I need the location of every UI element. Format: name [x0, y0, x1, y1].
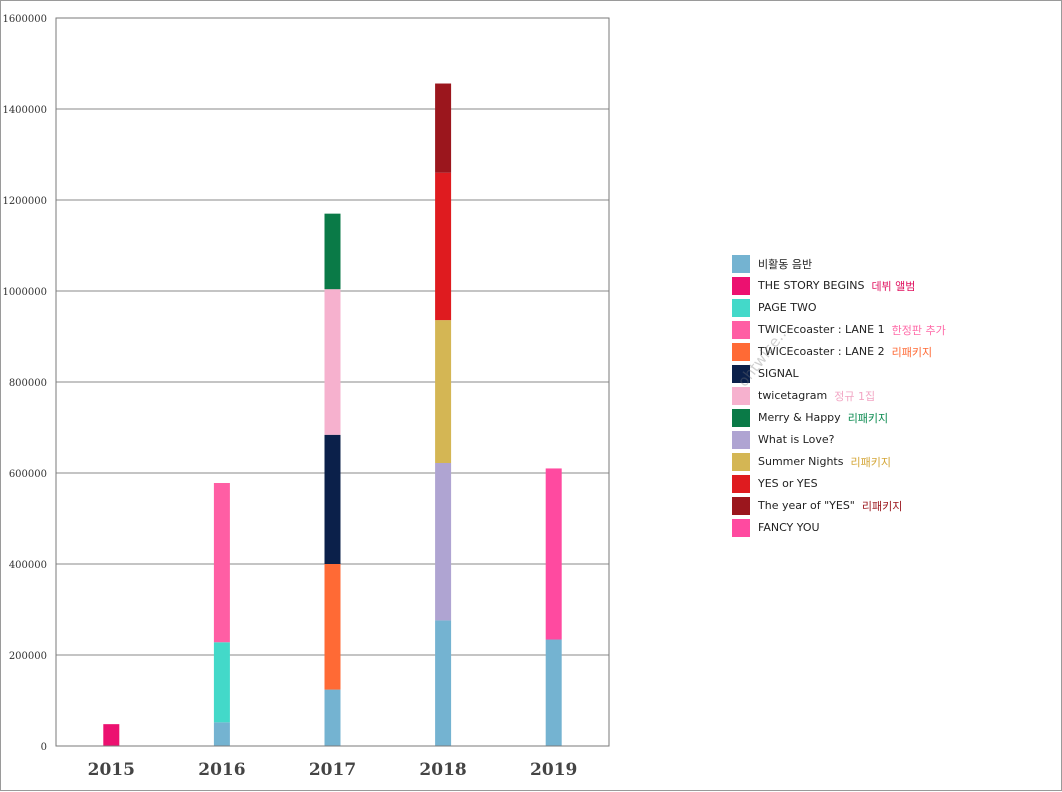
legend-label: 비활동 음반 — [758, 257, 813, 271]
y-tick-label: 1000000 — [2, 287, 47, 298]
legend-swatch — [732, 430, 750, 449]
bar-segment-2017-6[interactable] — [324, 289, 341, 435]
bar-segment-2017-7[interactable] — [324, 213, 341, 290]
x-tick-label: 2018 — [419, 760, 466, 780]
y-tick-label: 400000 — [9, 560, 47, 571]
legend-swatch — [732, 518, 750, 537]
legend-swatch — [732, 386, 750, 405]
legend-note: 리패키지 — [891, 345, 933, 359]
bar-segment-2015-1[interactable] — [103, 724, 120, 746]
legend-note: 데뷔 앨범 — [871, 279, 916, 293]
y-tick-label: 1400000 — [2, 105, 47, 116]
legend-item[interactable]: twicetagram 정규 1집 — [732, 386, 875, 405]
legend-label: SIGNAL — [758, 367, 799, 380]
legend-item[interactable]: TWICEcoaster : LANE 2 리패키지 — [732, 342, 932, 361]
x-tick-label: 2019 — [530, 760, 577, 780]
legend-label: Summer Nights — [758, 455, 844, 468]
plot-border — [55, 17, 610, 747]
legend-swatch — [732, 298, 750, 317]
bar-segment-2019-0[interactable] — [545, 639, 562, 746]
y-tick-label: 0 — [41, 742, 47, 753]
legend-item[interactable]: FANCY YOU — [732, 518, 820, 537]
legend-swatch — [732, 342, 750, 361]
legend-note: 한정판 추가 — [891, 323, 946, 337]
legend-note: 리패키지 — [850, 455, 891, 469]
y-tick-label: 800000 — [9, 378, 47, 389]
bar-segment-2018-0[interactable] — [435, 620, 452, 746]
legend-label: Merry & Happy — [758, 411, 841, 424]
legend-item[interactable]: 비활동 음반 — [732, 254, 812, 273]
legend-swatch — [732, 276, 750, 295]
bar-segment-2016-2[interactable] — [213, 642, 230, 723]
y-tick-label: 1200000 — [2, 196, 47, 207]
legend-swatch — [732, 254, 750, 273]
legend-item[interactable]: Merry & Happy 리패키지 — [732, 408, 888, 427]
bar-segment-2017-0[interactable] — [324, 689, 341, 746]
legend-label: What is Love? — [758, 433, 835, 446]
legend-item[interactable]: SIGNAL — [732, 364, 799, 383]
legend-swatch — [732, 408, 750, 427]
legend-note: 리패키지 — [861, 499, 903, 513]
x-tick-label: 2016 — [198, 760, 245, 780]
legend-label: TWICEcoaster : LANE 2 — [758, 345, 885, 358]
legend-item[interactable]: PAGE TWO — [732, 298, 817, 317]
legend-item[interactable]: TWICEcoaster : LANE 1 한정판 추가 — [732, 320, 946, 339]
bar-segment-2016-0[interactable] — [213, 722, 230, 746]
legend-item[interactable]: What is Love? — [732, 430, 834, 449]
bar-segment-2018-10[interactable] — [435, 172, 452, 321]
legend-label: FANCY YOU — [758, 521, 820, 534]
legend-item[interactable]: YES or YES — [732, 474, 818, 493]
legend-label: twicetagram — [758, 389, 828, 402]
bar-segment-2018-9[interactable] — [435, 320, 452, 463]
legend-label: TWICEcoaster : LANE 1 — [758, 323, 885, 336]
bar-segment-2017-5[interactable] — [324, 434, 341, 564]
legend-swatch — [732, 364, 750, 383]
legend-note: 리패키지 — [847, 411, 889, 425]
legend-note: 정규 1집 — [834, 389, 876, 403]
bar-segment-2019-12[interactable] — [545, 468, 562, 640]
y-tick-label: 600000 — [9, 469, 47, 480]
legend-label: THE STORY BEGINS — [758, 279, 865, 292]
y-tick-label: 200000 — [9, 651, 47, 662]
legend-swatch — [732, 474, 750, 493]
y-tick-label: 1600000 — [2, 14, 47, 25]
legend-item[interactable]: The year of "YES" 리패키지 — [732, 496, 902, 515]
bar-segment-2018-8[interactable] — [435, 462, 452, 621]
legend-label: YES or YES — [758, 477, 818, 490]
bar-segment-2017-4[interactable] — [324, 564, 341, 690]
legend-label: PAGE TWO — [758, 301, 817, 314]
legend-item[interactable]: Summer Nights 리패키지 — [732, 452, 891, 471]
bar-segment-2016-3[interactable] — [213, 483, 230, 643]
legend-swatch — [732, 320, 750, 339]
x-tick-label: 2017 — [309, 760, 356, 780]
legend-item[interactable]: THE STORY BEGINS 데뷔 앨범 — [732, 276, 915, 295]
legend-swatch — [732, 452, 750, 471]
x-tick-label: 2015 — [88, 760, 135, 780]
legend-label: The year of "YES" — [758, 499, 855, 512]
legend-swatch — [732, 496, 750, 515]
bar-segment-2018-11[interactable] — [435, 83, 452, 173]
